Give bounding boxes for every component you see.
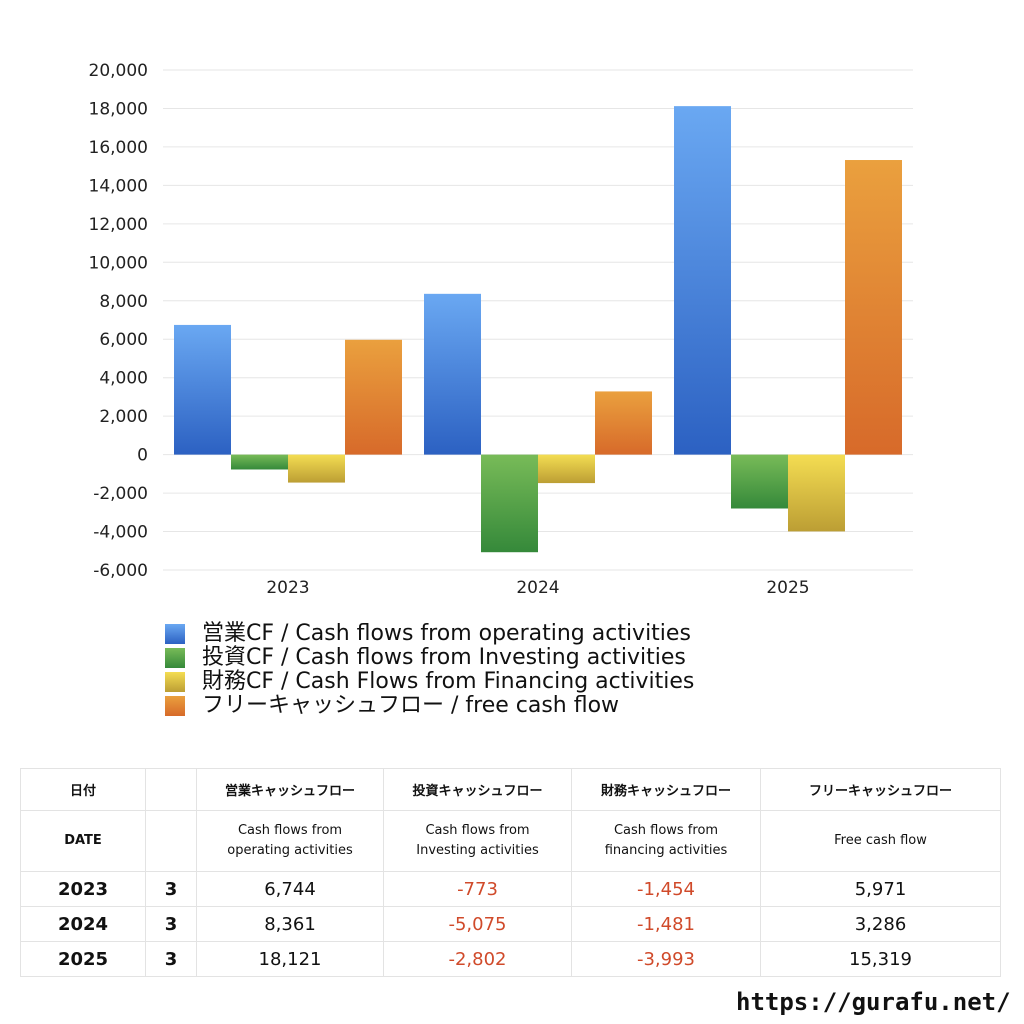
header-free-jp: フリーキャッシュフロー — [760, 768, 1001, 811]
header-financing-en: Cash flows from financing activities — [571, 810, 761, 872]
row-free: 15,319 — [760, 941, 1001, 977]
header-spacer-en — [145, 810, 197, 872]
legend-label-investing: 投資CF / Cash flows from Investing activit… — [202, 645, 686, 670]
table-header-row-jp: 日付 営業キャッシュフロー 投資キャッシュフロー 財務キャッシュフロー フリーキ… — [20, 768, 1001, 811]
bar-free-2024 — [595, 391, 652, 455]
legend-swatch-investing — [165, 648, 185, 668]
bar-investing-2023 — [231, 454, 288, 470]
bar-operating-2025 — [674, 106, 731, 455]
header-operating-en-line1: Cash flows from — [237, 823, 343, 838]
legend-item-free: フリーキャッシュフロー / free cash flow — [165, 694, 694, 718]
table-header-row-en: DATE Cash flows from operating activities… — [20, 810, 1001, 872]
y-tick-label: 20,000 — [89, 61, 148, 81]
row-investing: -5,075 — [383, 906, 572, 942]
row-year: 2025 — [20, 941, 146, 977]
chart-legend: 営業CF / Cash flows from operating activit… — [165, 622, 694, 718]
row-month: 3 — [145, 941, 197, 977]
row-free: 3,286 — [760, 906, 1001, 942]
header-date-jp: 日付 — [20, 768, 146, 811]
cash-flow-table: 日付 営業キャッシュフロー 投資キャッシュフロー 財務キャッシュフロー フリーキ… — [20, 768, 1001, 977]
row-operating: 6,744 — [196, 871, 384, 907]
bar-financing-2024 — [538, 454, 595, 484]
bar-investing-2025 — [731, 454, 788, 509]
bar-financing-2025 — [788, 454, 845, 532]
row-month: 3 — [145, 906, 197, 942]
y-tick-label: 18,000 — [89, 99, 148, 119]
y-tick-label: 16,000 — [89, 138, 148, 158]
row-investing: -773 — [383, 871, 572, 907]
legend-label-free: フリーキャッシュフロー / free cash flow — [202, 693, 620, 718]
row-operating: 18,121 — [196, 941, 384, 977]
row-free: 5,971 — [760, 871, 1001, 907]
table-row: 2023 3 6,744 -773 -1,454 5,971 — [20, 871, 1001, 907]
legend-swatch-operating — [165, 624, 185, 644]
table-row: 2025 3 18,121 -2,802 -3,993 15,319 — [20, 941, 1001, 977]
x-tick-label: 2025 — [766, 578, 809, 598]
header-financing-en-line2: financing activities — [604, 843, 728, 858]
y-tick-label: 6,000 — [99, 330, 148, 350]
site-url[interactable]: https://gurafu.net/ — [736, 988, 1011, 1016]
legend-item-operating: 営業CF / Cash flows from operating activit… — [165, 622, 694, 646]
y-tick-label: 12,000 — [89, 215, 148, 235]
row-year: 2024 — [20, 906, 146, 942]
legend-item-financing: 財務CF / Cash Flows from Financing activit… — [165, 670, 694, 694]
header-free-en: Free cash flow — [760, 810, 1001, 872]
row-month: 3 — [145, 871, 197, 907]
legend-label-financing: 財務CF / Cash Flows from Financing activit… — [202, 669, 695, 694]
header-investing-en-line1: Cash flows from — [425, 823, 530, 838]
row-year: 2023 — [20, 871, 146, 907]
y-tick-label: -2,000 — [93, 484, 148, 504]
bar-operating-2023 — [174, 324, 231, 455]
legend-label-operating: 営業CF / Cash flows from operating activit… — [202, 621, 691, 646]
y-tick-label: 4,000 — [99, 369, 148, 389]
header-operating-jp: 営業キャッシュフロー — [196, 768, 384, 811]
header-date-en: DATE — [20, 810, 146, 872]
header-investing-en-line2: Investing activities — [416, 843, 539, 858]
header-operating-en-line2: operating activities — [227, 843, 353, 858]
y-tick-label: 8,000 — [99, 292, 148, 312]
bar-free-2025 — [845, 160, 902, 455]
y-tick-label: -6,000 — [93, 561, 148, 581]
header-investing-jp: 投資キャッシュフロー — [383, 768, 572, 811]
row-operating: 8,361 — [196, 906, 384, 942]
header-financing-en-line1: Cash flows from — [613, 823, 719, 838]
legend-swatch-free — [165, 696, 185, 716]
header-spacer — [145, 768, 197, 811]
x-tick-label: 2024 — [516, 578, 559, 598]
legend-item-investing: 投資CF / Cash flows from Investing activit… — [165, 646, 694, 670]
row-financing: -1,481 — [571, 906, 761, 942]
bar-investing-2024 — [481, 454, 538, 553]
legend-swatch-financing — [165, 672, 185, 692]
y-tick-label: 2,000 — [99, 407, 148, 427]
table-row: 2024 3 8,361 -5,075 -1,481 3,286 — [20, 906, 1001, 942]
bar-free-2023 — [345, 339, 402, 455]
bar-operating-2024 — [424, 293, 481, 455]
y-tick-label: -4,000 — [93, 523, 148, 543]
y-tick-label: 0 — [137, 446, 148, 466]
header-financing-jp: 財務キャッシュフロー — [571, 768, 761, 811]
header-operating-en: Cash flows from operating activities — [196, 810, 384, 872]
row-financing: -3,993 — [571, 941, 761, 977]
cash-flow-bar-chart: 20,000 18,000 16,000 14,000 12,000 10,000 8,00… — [89, 61, 913, 598]
header-investing-en: Cash flows from Investing activities — [383, 810, 572, 872]
bar-financing-2023 — [288, 454, 345, 483]
x-tick-label: 2023 — [266, 578, 309, 598]
row-financing: -1,454 — [571, 871, 761, 907]
y-tick-label: 10,000 — [89, 253, 148, 273]
y-tick-label: 14,000 — [89, 176, 148, 196]
row-investing: -2,802 — [383, 941, 572, 977]
